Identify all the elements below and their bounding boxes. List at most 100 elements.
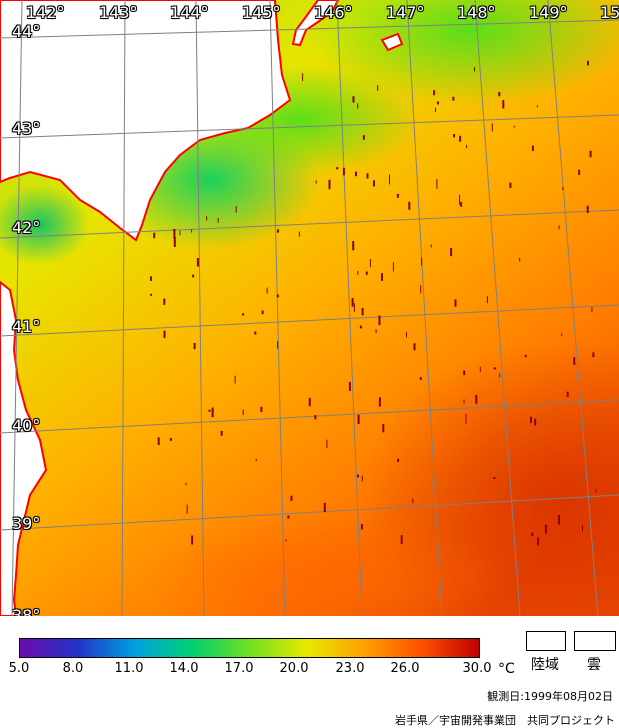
cloud-speck [465,413,467,424]
temperature-colorbar [19,638,480,658]
colorbar-tick-label: 20.0 [279,661,309,676]
cloud-speck [433,90,436,96]
cloud-speck [361,308,364,316]
cloud-speck [400,535,403,544]
cloud-speck [421,257,423,266]
cloud-speck [362,135,365,140]
cloud-speck [412,498,414,503]
cloud-speck [173,237,176,247]
cloud-speck [406,332,407,338]
cloud-speck [378,315,381,326]
cloud-speck [357,270,359,275]
colorbar-tick-label: 17.0 [224,661,254,676]
cloud-speck [475,394,478,404]
cloud-speck [266,287,268,294]
cloud-speck [558,515,560,525]
cloud-speck [150,276,152,281]
cloud-speck [459,135,462,142]
cloud-speck [524,354,527,358]
cloud-speck [242,313,245,316]
cape-land [291,0,340,47]
colorbar-tick-label: 5.0 [8,661,30,676]
cloud-speck [352,241,355,251]
cloud-speck [573,357,576,365]
cloud-speck [328,179,331,190]
cloud-speck [537,537,540,546]
cloud-speck [450,247,453,257]
cloud-speck [150,293,153,296]
cloud-speck [454,299,457,307]
cloud-speck [582,525,583,532]
cloud-speck [562,186,564,191]
cloud-speck [366,173,369,179]
latitude-label: 38° [12,606,41,617]
cloud-speck [217,218,219,223]
longitude-label: 145° [242,3,281,22]
cloud-speck [474,67,476,72]
cloud-speck [254,331,257,335]
cloud-speck [255,458,257,461]
cloud-speck [285,539,287,542]
cloud-speck [544,524,547,534]
cloud-speck [460,202,463,207]
cloud-speck [179,230,181,236]
latitude-label: 44° [12,22,41,41]
cloud-speck [353,303,355,313]
cloud-speck [235,205,237,213]
longitude-label: 148° [457,3,496,22]
cloud-speck [498,92,501,97]
cloud-speck [499,373,501,378]
colorbar-tick-label: 14.0 [169,661,199,676]
longitude-label: 144° [170,3,209,22]
cloud-speck [531,532,534,537]
cloud-speck [326,439,328,448]
cloud-speck [357,474,359,478]
cloud-speck [314,415,317,420]
cloud-speck [534,418,537,426]
cloud-speck [566,391,569,397]
longitude-label: 147° [386,3,425,22]
cloud-speck [192,274,195,278]
cloud-speck [513,125,515,128]
cloud-speck [502,100,505,109]
cloud-speck [357,414,360,425]
cloud-speck [169,438,172,441]
cloud-speck [408,201,411,210]
longitude-label: 149° [529,3,568,22]
cool-water-region [0,185,90,265]
cloud-speck [315,180,317,184]
longitude-label: 142° [26,3,65,22]
longitude-label: 143° [99,3,138,22]
cloud-speck [493,367,496,370]
cloud-speck [530,416,532,423]
cloud-speck [392,262,394,272]
observation-date: 観測日:1999年08月02日 [487,690,613,703]
cloud-speck [430,244,432,248]
cloud-speck [459,194,461,205]
cloud-speck [351,298,354,307]
island-land [380,32,404,52]
cloud-speck [373,180,375,187]
cloud-speck [220,431,223,436]
cloud-speck [302,73,304,82]
cloud-speck [355,171,357,177]
temperature-unit: °C [498,661,515,677]
cloud-speck [360,524,363,530]
cloud-speck [493,477,496,480]
cloud-legend-label: 雲 [587,657,601,673]
cloud-speck [290,495,293,501]
cloud-speck [342,167,345,176]
cloud-speck [397,458,400,462]
cloud-speck [436,179,438,189]
credit-line: 岩手県／宇宙開発事業団 共同プロジェクト [395,714,615,727]
cloud-speck [348,381,351,391]
cloud-speck [234,375,236,384]
cloud-speck [561,332,563,337]
colorbar-tick-label: 26.0 [390,661,420,676]
cool-water-region [300,0,619,105]
cloud-speck [196,258,199,267]
cloud-speck [375,329,377,334]
cloud-speck [191,535,194,545]
cloud-speck [586,205,589,213]
cloud-speck [365,271,368,275]
